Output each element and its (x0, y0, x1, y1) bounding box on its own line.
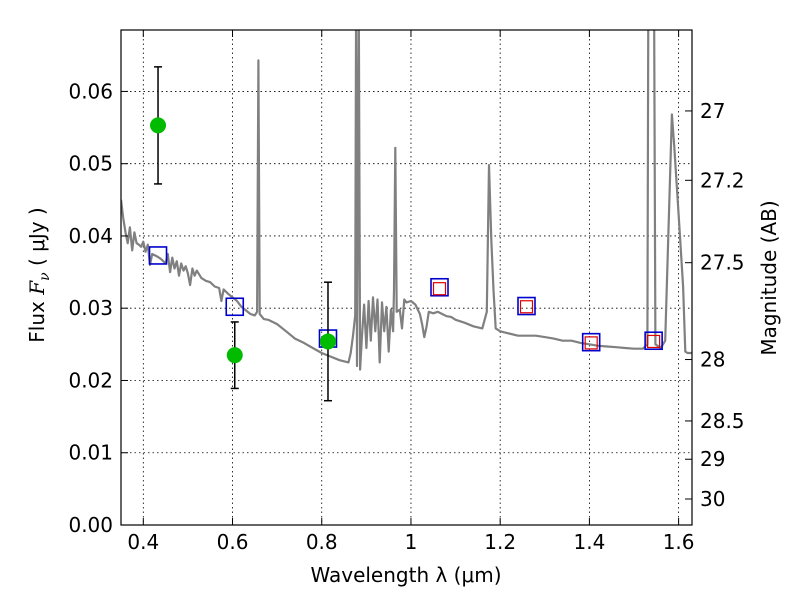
grid (121, 30, 692, 526)
y-tick-label: 0.01 (68, 441, 113, 465)
observed-flux-point (226, 347, 243, 364)
y-axis-label-var: F (25, 280, 49, 296)
y2-tick-label: 29 (700, 447, 725, 471)
x-tick-label: 1.6 (663, 530, 695, 554)
x-tick-label: 1.2 (484, 530, 516, 554)
plot-frame (120, 29, 693, 526)
y-tick-label: 0.00 (68, 513, 113, 537)
x-tick-label: 1.4 (573, 530, 605, 554)
x-tick-label: 0.8 (306, 530, 338, 554)
ticks: 0.4 0.6 0.8 1 1.2 1.4 1.6 0.00 0.01 0.02 0.03 0.04 0… (68, 30, 745, 554)
model-band-flux-marker (225, 297, 245, 317)
y-axis-label-suffix: ( μJy ) (25, 207, 49, 272)
model-band-flux-marker (148, 246, 168, 265)
x-tick-label: 0.6 (217, 530, 249, 554)
model-band-flux-marker-inner (647, 334, 661, 349)
y-axis-label: Flux Fν ( μJy ) (25, 207, 53, 342)
y2-tick-label: 27.5 (700, 251, 745, 275)
model-band-flux-marker (644, 331, 663, 351)
y2-tick-label: 28 (700, 348, 725, 372)
y-tick-label: 0.03 (68, 296, 113, 320)
model-band-flux-marker-inner (432, 282, 447, 296)
x-tick-label: 0.4 (127, 530, 159, 554)
x-tick-label: 1 (405, 530, 418, 554)
plot-area (121, 30, 692, 402)
y-axis-label-prefix: Flux (25, 295, 49, 343)
y-tick-label: 0.05 (68, 152, 113, 176)
model-band-flux-marker (430, 277, 449, 297)
y2-tick-label: 27 (700, 99, 725, 123)
model-spectrum-line (121, 30, 692, 371)
observed-flux-point (319, 333, 336, 350)
y2-tick-label: 28.5 (700, 409, 745, 433)
y-tick-label: 0.04 (68, 224, 113, 248)
model-band-flux-marker (581, 332, 601, 352)
y2-axis-label: Magnitude (AB) (757, 200, 781, 355)
model-band-flux-marker-inner (519, 300, 534, 314)
y2-tick-label: 27.2 (700, 168, 745, 192)
y2-tick-label: 30 (700, 487, 725, 511)
y-tick-label: 0.02 (68, 368, 113, 392)
model-band-flux-marker-inner (584, 336, 598, 350)
observed-flux-point (150, 117, 167, 134)
y-tick-label: 0.06 (68, 79, 113, 103)
model-band-flux-marker (517, 296, 536, 316)
y-axis-label-sub: ν (37, 272, 53, 281)
x-axis-label: Wavelength λ (μm) (310, 563, 501, 587)
